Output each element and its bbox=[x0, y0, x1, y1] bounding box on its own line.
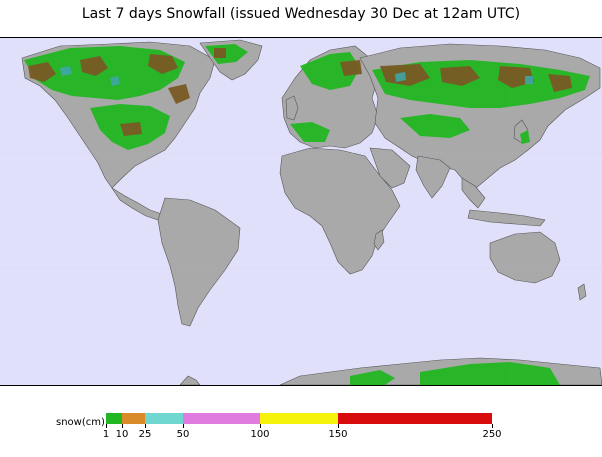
new-zealand bbox=[577, 283, 587, 301]
legend-tickmark bbox=[183, 424, 184, 428]
map-graticule bbox=[0, 152, 602, 269]
legend-tick-label: 1 bbox=[102, 429, 110, 440]
legend-swatch-150-250 bbox=[338, 413, 492, 424]
legend-swatch-25-50 bbox=[145, 413, 183, 424]
legend-swatch-50-100 bbox=[183, 413, 260, 424]
map-title: Last 7 days Snowfall (issued Wednesday 3… bbox=[81, 6, 521, 22]
madagascar bbox=[373, 229, 385, 251]
legend-tickmark bbox=[106, 424, 107, 428]
legend-tick-label: 10 bbox=[115, 429, 129, 440]
legend-tickmark bbox=[122, 424, 123, 428]
legend-tickmark bbox=[492, 424, 493, 428]
indonesia bbox=[467, 209, 546, 227]
legend-swatch-10-25 bbox=[122, 413, 145, 424]
antarctic-peninsula bbox=[179, 375, 201, 385]
snowfall-heavy-areas bbox=[60, 66, 533, 86]
australia bbox=[489, 231, 561, 284]
legend-label: snow(cm) bbox=[56, 417, 105, 428]
southeast-asia bbox=[461, 177, 486, 209]
legend-tick-label: 100 bbox=[250, 429, 270, 440]
india bbox=[415, 155, 451, 199]
legend-tick-label: 50 bbox=[176, 429, 190, 440]
legend-swatch-100-150 bbox=[260, 413, 338, 424]
legend-swatch-1-10 bbox=[106, 413, 122, 424]
legend-tickmark bbox=[338, 424, 339, 428]
legend-tick-label: 250 bbox=[482, 429, 502, 440]
legend-tick-label: 150 bbox=[328, 429, 348, 440]
snow-color-scale bbox=[106, 413, 492, 424]
legend-tickmark bbox=[145, 424, 146, 428]
south-america bbox=[157, 197, 241, 327]
british-isles bbox=[285, 95, 299, 121]
arabian-peninsula bbox=[369, 147, 411, 189]
legend-tickmark bbox=[260, 424, 261, 428]
legend-tick-label: 25 bbox=[138, 429, 152, 440]
world-map bbox=[0, 37, 602, 386]
africa bbox=[279, 147, 401, 275]
